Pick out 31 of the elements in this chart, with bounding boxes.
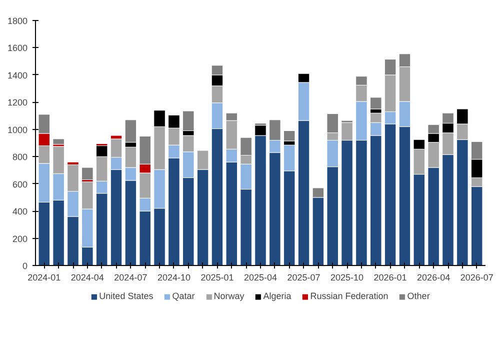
x-tick-label: 2026-04: [417, 272, 450, 282]
bar: [283, 130, 296, 142]
y-tick-label: 1200: [7, 98, 28, 108]
y-tick-label: 1000: [7, 124, 28, 135]
y-tick-label: 0: [22, 261, 28, 271]
x-tick-label: 2024-01: [28, 272, 61, 282]
y-tick-label: 200: [12, 234, 28, 244]
x-tick-label: 2025-10: [330, 272, 364, 282]
x-tick-label: 2025-07: [287, 272, 320, 282]
y-tick-label: 1400: [7, 70, 28, 80]
y-tick-label: 1600: [7, 43, 28, 54]
x-tick-label: 2024-10: [157, 272, 190, 282]
legend-label: Algeria: [263, 291, 292, 301]
legend-label: Norway: [214, 291, 244, 301]
y-tick-label: 800: [12, 152, 28, 162]
x-tick-label: 2024-04: [70, 272, 104, 282]
x-tick-label: 2024-07: [114, 272, 148, 282]
legend-label: Other: [407, 291, 430, 301]
legend-label: Russian Federation: [310, 291, 388, 301]
y-tick-label: 400: [12, 206, 28, 217]
x-tick-label: 2026-07: [460, 272, 494, 282]
bar: [52, 138, 64, 145]
legend-label: Qatar: [172, 291, 195, 301]
legend-label: United States: [99, 291, 154, 301]
bar: [370, 97, 382, 110]
x-tick-label: 2026-01: [374, 272, 407, 282]
x-tick-label: 2025-01: [200, 272, 234, 282]
bar: [82, 167, 94, 180]
y-tick-label: 1800: [7, 16, 28, 26]
x-tick-label: 2025-04: [244, 272, 278, 282]
y-tick-label: 600: [12, 179, 28, 190]
